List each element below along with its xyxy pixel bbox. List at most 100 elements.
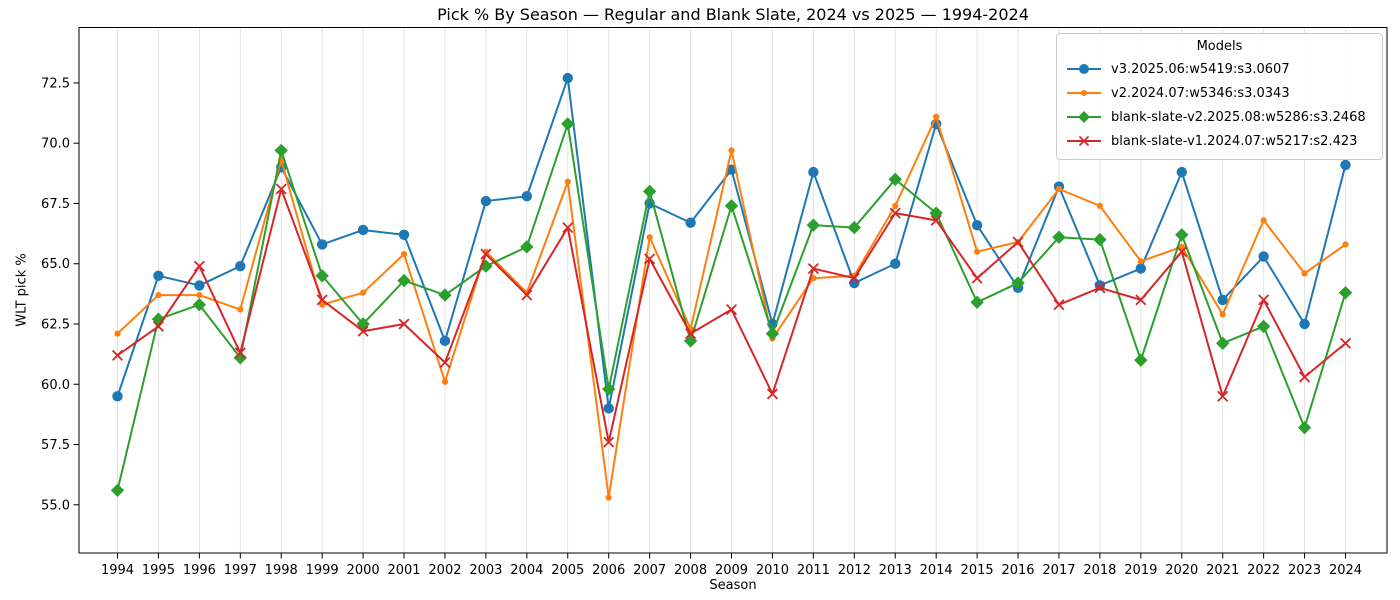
series-2-marker (847, 220, 861, 235)
series-0-marker (194, 280, 205, 291)
y-tick-label: 72.5 (41, 76, 70, 91)
series-3-marker (930, 214, 942, 226)
x-tick-label: 2010 (756, 563, 789, 578)
x-tick-label: 2013 (879, 563, 912, 578)
series-2-marker (397, 273, 411, 288)
series-1-marker (1342, 241, 1349, 248)
series-1-marker (196, 291, 203, 299)
series-1-marker (237, 306, 244, 313)
series-1-marker (728, 147, 735, 154)
series-3-marker (848, 272, 860, 284)
series-3-marker (685, 328, 697, 340)
series-0-marker (235, 260, 246, 272)
x-tick-label: 2024 (1329, 563, 1362, 578)
series-2-marker (724, 199, 739, 213)
x-tick-label: 2008 (674, 563, 707, 578)
series-3-marker (521, 289, 533, 301)
series-1-marker (319, 301, 326, 308)
series-1-marker (114, 330, 121, 337)
x-tick-label: 2000 (347, 563, 380, 578)
x-tick-label: 2020 (1165, 563, 1198, 578)
series-3-marker (152, 320, 164, 332)
series-0-marker (1299, 318, 1310, 330)
x-tick-label: 2021 (1206, 563, 1239, 578)
series-2-marker (561, 117, 575, 131)
series-0-marker (1217, 294, 1228, 306)
x-tick-label: 2012 (838, 563, 871, 578)
series-0-marker (685, 217, 696, 228)
series-0-marker (1258, 251, 1269, 262)
x-tick-label: 2009 (715, 563, 748, 578)
series-2-marker (274, 143, 288, 158)
chart-title: Pick % By Season — Regular and Blank Sla… (437, 5, 1029, 24)
x-tick-label: 1998 (265, 563, 298, 578)
series-3-marker (807, 263, 819, 275)
series-3-marker (562, 222, 574, 234)
x-tick-label: 2001 (387, 563, 420, 578)
series-2-marker (520, 240, 534, 254)
x-tick-label: 1994 (101, 563, 134, 578)
series-2-marker (110, 483, 125, 498)
series-0-marker (603, 403, 614, 414)
series-0-marker (890, 258, 901, 269)
series-2-marker (1216, 336, 1230, 350)
diamond-legend-swatch-icon (1067, 111, 1101, 123)
y-tick-label: 67.5 (41, 197, 70, 212)
series-3-marker (1176, 246, 1188, 258)
series-0-marker (439, 335, 451, 347)
series-2-marker (315, 269, 329, 283)
series-3-marker (1094, 282, 1106, 294)
y-tick-label: 65.0 (41, 257, 70, 272)
x-tick-label: 1997 (224, 563, 257, 578)
series-0-marker (521, 191, 533, 202)
series-3-marker (193, 260, 205, 272)
circle-legend-swatch-icon (1067, 64, 1101, 74)
series-2-marker (438, 288, 452, 302)
series-0-marker (153, 270, 164, 281)
series-0-marker (562, 72, 573, 84)
legend-label: v3.2025.06:w5419:s3.0607 (1111, 61, 1290, 77)
series-1-marker (646, 234, 653, 241)
series-3-marker (1053, 299, 1065, 311)
series-3-marker (603, 436, 615, 448)
x-axis-label: Season (709, 578, 757, 593)
series-3-marker (275, 183, 287, 195)
x-tick-label: 1999 (306, 563, 339, 578)
series-3-marker (1339, 337, 1352, 349)
legend-item-2: blank-slate-v2.2025.08:w5286:s3.2468 (1065, 105, 1374, 129)
x-tick-label: 2011 (797, 563, 830, 578)
legend-item-0: v3.2025.06:w5419:s3.0607 (1065, 57, 1374, 81)
series-1-marker (360, 289, 367, 296)
series-3-marker (971, 272, 983, 284)
legend-label: blank-slate-v2.2025.08:w5286:s3.2468 (1111, 109, 1366, 125)
series-0-marker (726, 164, 737, 175)
x-tick-label: 1995 (142, 563, 175, 578)
legend-title: Models (1196, 39, 1243, 54)
series-0-marker (480, 195, 492, 207)
x-tick-label: 2003 (469, 563, 502, 578)
legend: Models v3.2025.06:w5419:s3.0607 v2.2024.0… (1056, 33, 1383, 160)
series-0-marker (112, 391, 123, 402)
series-1-marker (933, 113, 940, 120)
series-2-marker (1011, 276, 1025, 290)
series-0-marker (971, 219, 983, 231)
series-2-marker (233, 351, 247, 365)
series-1-marker (155, 291, 162, 299)
legend-items: v3.2025.06:w5419:s3.0607 v2.2024.07:w5346… (1065, 57, 1374, 153)
series-2-marker (1052, 230, 1066, 244)
series-3-marker (889, 207, 901, 219)
legend-label: blank-slate-v1.2024.07:w5217:s2.423 (1111, 133, 1358, 149)
series-3-marker (1299, 371, 1311, 383)
axes-box (78, 27, 1388, 554)
series-1-marker (1096, 202, 1103, 209)
series-2-marker (1297, 420, 1312, 435)
legend-item-1: v2.2024.07:w5346:s3.0343 (1065, 81, 1374, 105)
series-0-marker (398, 229, 410, 241)
series-3-marker (111, 349, 124, 361)
series-1-marker (892, 202, 899, 209)
series-2-marker (1134, 353, 1148, 367)
series-3-marker (1258, 294, 1270, 306)
x-tick-label: 1996 (183, 563, 216, 578)
series-1-marker (441, 378, 449, 385)
